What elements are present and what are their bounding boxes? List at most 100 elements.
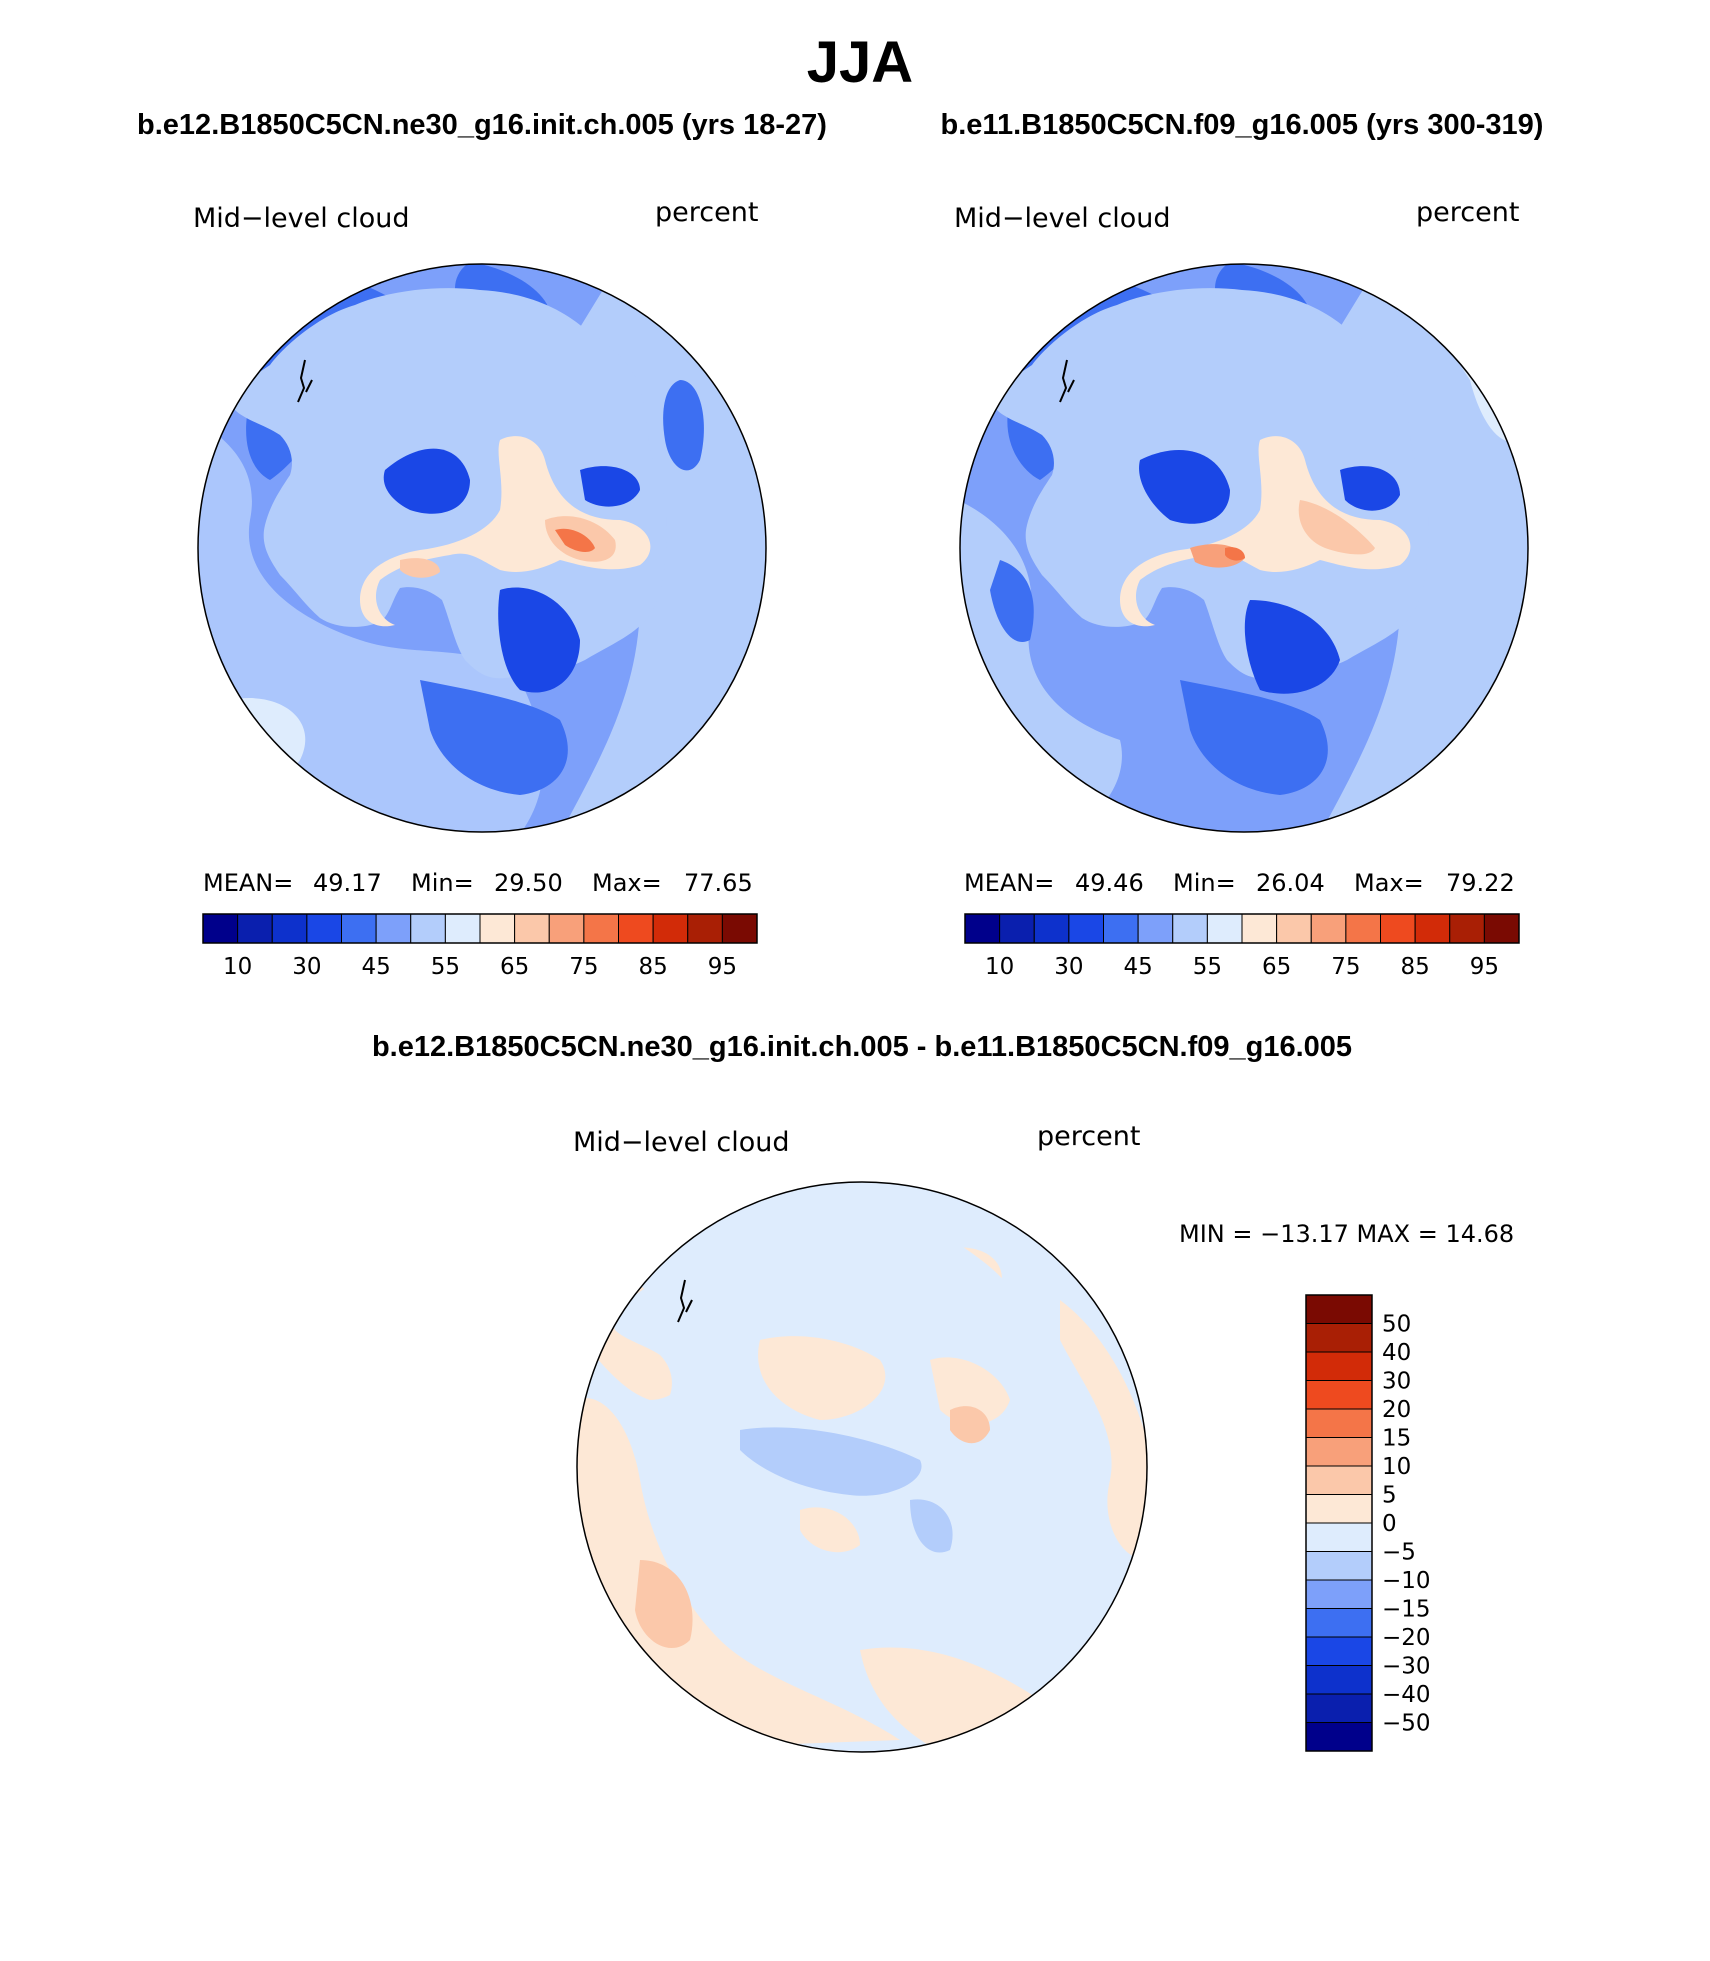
- panel-b-colorbar-swatch: [1103, 913, 1139, 944]
- panel-a-colorbar-swatch: [687, 913, 723, 944]
- panel-b-colorbar-swatch: [1414, 913, 1451, 944]
- panel-diff-colorbar-tick-label: 20: [1382, 1397, 1411, 1423]
- panel-diff-minmax: MIN = −13.17 MAX = 14.68: [1179, 1220, 1514, 1248]
- panel-b-colorbar-frame: [964, 913, 1520, 944]
- panel-b-colorbar-tick-label: 10: [985, 954, 1014, 980]
- panel-diff-colorbar-tick-label: −5: [1382, 1540, 1416, 1566]
- panel-b-colorbar-swatch: [1137, 913, 1174, 944]
- panel-a-colorbar-swatch: [444, 913, 481, 944]
- panel-a-variable-label: Mid−level cloud: [193, 203, 409, 234]
- panel-b-colorbar-tick-label: 30: [1054, 954, 1083, 980]
- panel-diff-colorbar-tick-label: 10: [1382, 1454, 1411, 1480]
- panel-b-colorbar-swatch: [1483, 913, 1520, 944]
- panel-a-colorbar-tick-label: 30: [292, 954, 321, 980]
- panel-diff-colorbar-swatch: [1305, 1437, 1373, 1467]
- panel-b-mean-label: MEAN=: [964, 869, 1054, 897]
- panel-diff-units-label: percent: [1037, 1121, 1140, 1152]
- panel-b-max-value: 79.22: [1446, 869, 1515, 897]
- panel-a-colorbar-swatch: [583, 913, 619, 944]
- panel-a-max-value: 77.65: [684, 869, 753, 897]
- panel-diff-colorbar-tick-label: 40: [1382, 1340, 1411, 1366]
- panel-a-colorbar-tick-label: 75: [569, 954, 598, 980]
- panel-diff-colorbar-swatch: [1305, 1323, 1373, 1353]
- panel-b-colorbar-tick-label: 65: [1262, 954, 1291, 980]
- panel-b-mean-value: 49.46: [1075, 869, 1144, 897]
- panel-diff-colorbar-swatch: [1305, 1665, 1373, 1695]
- panel-b-min-label: Min=: [1173, 869, 1236, 897]
- panel-diff-colorbar-frame: [1305, 1294, 1373, 1752]
- panel-b-map-boundary: [959, 263, 1529, 833]
- panel-a-colorbar-tick-label: 85: [638, 954, 667, 980]
- panel-b-colorbar-tick-label: 95: [1470, 954, 1499, 980]
- panel-b-colorbar-tick-label: 75: [1331, 954, 1360, 980]
- panel-b: Mid−level cloud percent: [954, 197, 1529, 980]
- panel-diff-colorbar-swatch: [1305, 1408, 1373, 1438]
- panel-diff-colorbar-tick-label: 30: [1382, 1369, 1411, 1395]
- panel-b-colorbar-tick-label: 45: [1123, 954, 1152, 980]
- panel-a-colorbar-swatch: [375, 913, 412, 944]
- panel-b-colorbar-swatch: [1449, 913, 1485, 944]
- panel-b-colorbar-swatch: [1172, 913, 1208, 944]
- panel-b-colorbar-tick-label: 55: [1193, 954, 1222, 980]
- panel-b-colorbar-swatch: [1241, 913, 1278, 944]
- panel-a-colorbar-swatch: [721, 913, 758, 944]
- panel-diff-colorbar-swatch: [1305, 1551, 1373, 1581]
- panel-a-colorbar-tick-label: 65: [500, 954, 529, 980]
- panel-diff-colorbar-swatch: [1305, 1465, 1373, 1495]
- panel-diff-colorbar-tick-label: −20: [1382, 1625, 1431, 1651]
- panel-a-colorbar-swatch: [618, 913, 654, 944]
- panel-diff-colorbar-tick-label: 15: [1382, 1426, 1411, 1452]
- panel-b-min-value: 26.04: [1256, 869, 1325, 897]
- panel-a-units-label: percent: [655, 197, 758, 228]
- panel-a-colorbar-tick-label: 95: [708, 954, 737, 980]
- panel-b-colorbar-swatch: [1380, 913, 1416, 944]
- panel-a-map: [198, 264, 766, 832]
- panel-diff: Mid−level cloud percent MIN = −13.17 MAX…: [573, 1121, 1514, 1753]
- panel-b-colorbar-swatch: [1345, 913, 1381, 944]
- panel-diff-colorbar-tick-label: 5: [1382, 1483, 1397, 1509]
- panel-b-colorbar: 10 30 45 55 65 75 85 95: [964, 913, 1520, 980]
- panel-diff-colorbar-swatch: [1305, 1522, 1373, 1552]
- panel-a-mean-value: 49.17: [313, 869, 382, 897]
- panel-diff-colorbar-swatch: [1305, 1294, 1373, 1324]
- panel-a-colorbar-swatch: [202, 913, 239, 944]
- panel-diff-colorbar-swatch: [1305, 1494, 1373, 1524]
- panel-b-colorbar-swatch: [1033, 913, 1070, 944]
- panel-a-colorbar-swatch: [479, 913, 516, 944]
- panel-diff-colorbar-swatch: [1305, 1693, 1373, 1723]
- panel-a-colorbar-frame: [202, 913, 758, 944]
- panel-a-colorbar-tick-label: 10: [223, 954, 252, 980]
- panel-a-colorbar: 10 30 45 55 65 75 85 95: [202, 913, 758, 980]
- panel-diff-colorbar-tick-label: −15: [1382, 1597, 1431, 1623]
- panel-b-colorbar-swatch: [1276, 913, 1312, 944]
- panel-b-max-label: Max=: [1354, 869, 1424, 897]
- diff-title: b.e12.B1850C5CN.ne30_g16.init.ch.005 - b…: [372, 1031, 1352, 1063]
- panel-a-colorbar-swatch: [341, 913, 377, 944]
- panel-a-colorbar-tick-label: 45: [361, 954, 390, 980]
- panel-diff-colorbar-swatch: [1305, 1351, 1373, 1381]
- panel-a-max-label: Max=: [592, 869, 662, 897]
- case-b-title: b.e11.B1850C5CN.f09_g16.005 (yrs 300-319…: [941, 109, 1544, 141]
- panel-diff-colorbar-tick-label: 50: [1382, 1312, 1411, 1338]
- case-a-title: b.e12.B1850C5CN.ne30_g16.init.ch.005 (yr…: [137, 109, 827, 141]
- panel-b-map: [960, 264, 1528, 832]
- panel-b-colorbar-swatch: [999, 913, 1035, 944]
- figure-title: JJA: [807, 30, 913, 95]
- panel-a-colorbar-swatch: [306, 913, 342, 944]
- panel-diff-colorbar-tick-label: −50: [1382, 1711, 1431, 1737]
- panel-a-mean-label: MEAN=: [203, 869, 293, 897]
- panel-a-colorbar-swatch: [514, 913, 550, 944]
- panel-a-colorbar-swatch: [410, 913, 446, 944]
- panel-a-colorbar-swatch: [271, 913, 308, 944]
- panel-b-colorbar-swatch: [1206, 913, 1243, 944]
- panel-diff-map: [577, 1182, 1147, 1752]
- panel-diff-variable-label: Mid−level cloud: [573, 1127, 789, 1158]
- panel-diff-colorbar-swatch: [1305, 1722, 1373, 1752]
- panel-b-colorbar-swatch: [1068, 913, 1104, 944]
- panel-diff-colorbar-tick-label: −10: [1382, 1568, 1431, 1594]
- panel-a-colorbar-swatch: [652, 913, 689, 944]
- panel-diff-colorbar-tick-label: 0: [1382, 1511, 1397, 1537]
- panel-diff-colorbar-swatch: [1305, 1579, 1373, 1609]
